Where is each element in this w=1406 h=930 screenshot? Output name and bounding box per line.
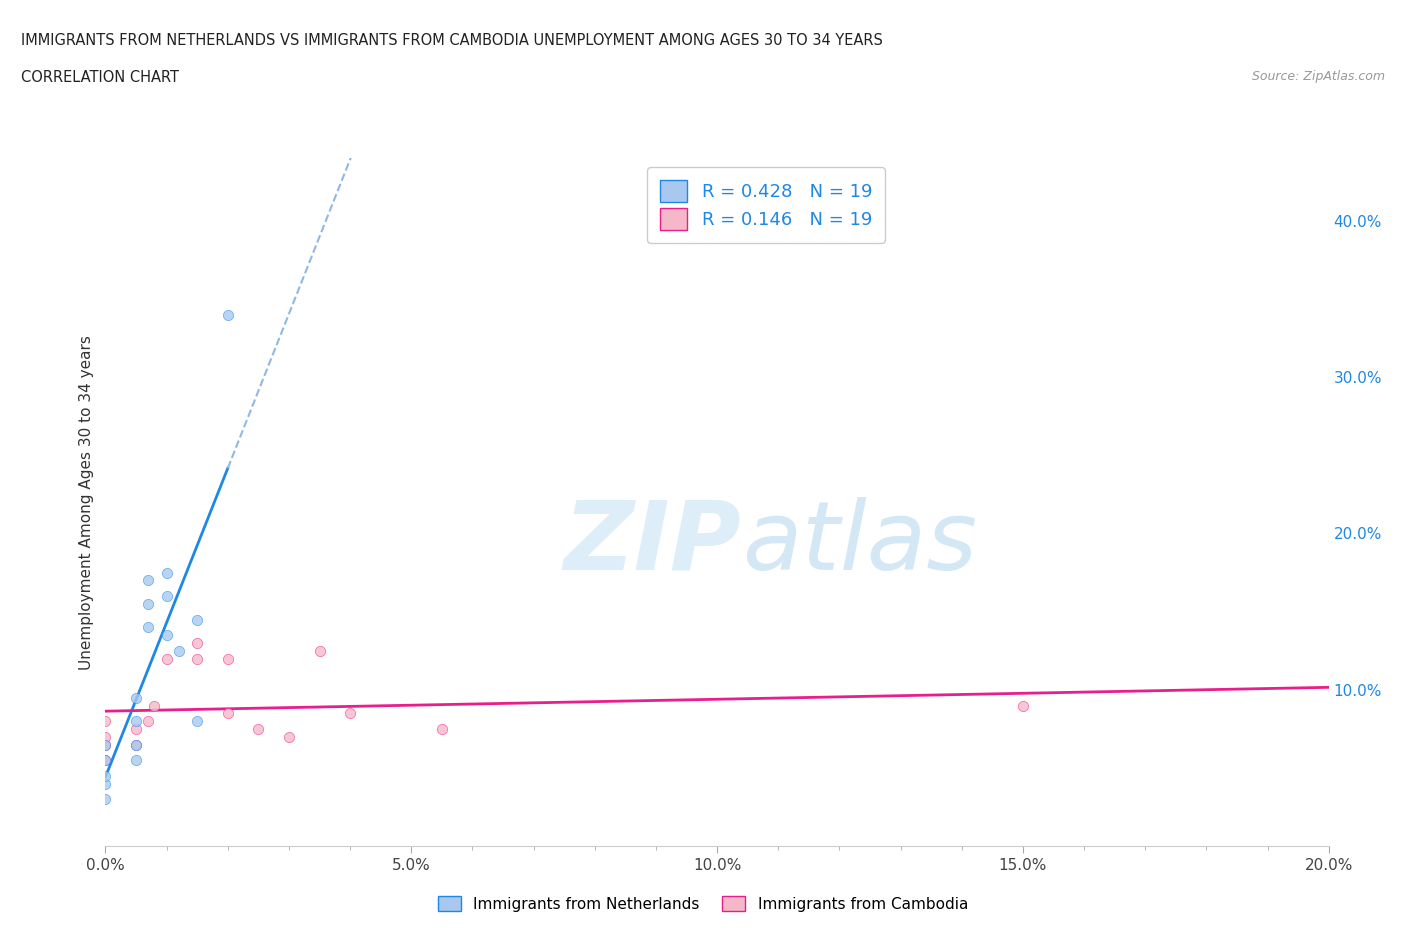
Point [186,713,208,728]
Point [125,737,148,752]
Point [125,753,148,768]
Text: atlas: atlas [741,497,977,590]
Point [125,737,148,752]
Legend: R = 0.428   N = 19, R = 0.146   N = 19: R = 0.428 N = 19, R = 0.146 N = 19 [647,167,884,243]
Point [167,644,190,658]
Point [125,713,148,728]
Point [186,612,208,627]
Point [217,307,239,322]
Point [94,753,117,768]
Point [94,777,117,791]
Point [339,706,361,721]
Point [1011,698,1033,713]
Point [308,644,330,658]
Text: Source: ZipAtlas.com: Source: ZipAtlas.com [1251,70,1385,83]
Legend: Immigrants from Netherlands, Immigrants from Cambodia: Immigrants from Netherlands, Immigrants … [432,889,974,918]
Point [94,753,117,768]
Point [430,722,453,737]
Point [94,737,117,752]
Point [186,651,208,666]
Point [136,573,159,588]
Point [125,690,148,705]
Point [155,628,177,643]
Point [247,722,270,737]
Point [155,589,177,604]
Y-axis label: Unemployment Among Ages 30 to 34 years: Unemployment Among Ages 30 to 34 years [79,335,94,670]
Point [217,651,239,666]
Point [217,706,239,721]
Point [136,713,159,728]
Point [125,722,148,737]
Point [94,737,117,752]
Point [94,713,117,728]
Point [143,698,166,713]
Text: ZIP: ZIP [564,497,741,590]
Text: IMMIGRANTS FROM NETHERLANDS VS IMMIGRANTS FROM CAMBODIA UNEMPLOYMENT AMONG AGES : IMMIGRANTS FROM NETHERLANDS VS IMMIGRANT… [21,33,883,47]
Point [155,565,177,580]
Point [136,596,159,611]
Text: CORRELATION CHART: CORRELATION CHART [21,70,179,85]
Point [278,729,301,744]
Point [94,768,117,783]
Point [94,792,117,807]
Point [94,729,117,744]
Point [155,651,177,666]
Point [186,635,208,650]
Point [136,620,159,635]
